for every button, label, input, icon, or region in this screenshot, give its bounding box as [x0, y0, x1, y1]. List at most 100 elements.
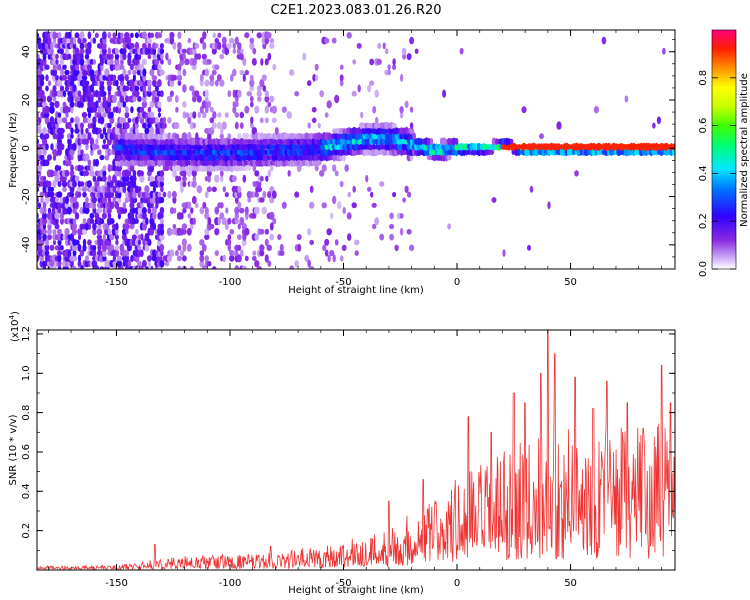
spectrogram-cell — [249, 37, 255, 44]
spectrogram-cell — [262, 153, 267, 162]
spectrogram-cell — [447, 223, 451, 230]
spectrogram-cell — [149, 100, 155, 109]
spectrogram-cell — [444, 142, 449, 151]
colorbar-frame — [711, 29, 737, 270]
spectrogram-cell — [622, 143, 626, 150]
spectrogram-cell — [269, 144, 274, 150]
spectrogram-cell — [80, 122, 84, 129]
spectrogram-cell — [186, 227, 192, 236]
spectrogram-cell — [141, 100, 148, 109]
spectrogram-cell — [194, 42, 200, 49]
spectrogram-cell — [39, 255, 45, 262]
spectrogram-cell — [90, 94, 94, 104]
spectrogram-cell — [124, 249, 130, 257]
spectrogram-cell — [286, 111, 293, 119]
spectrogram-cell — [72, 222, 77, 231]
spectrogram-cell — [317, 142, 321, 151]
spectrogram-cell — [37, 121, 42, 130]
spectrogram-cell — [241, 223, 247, 230]
spectrogram-cell — [241, 238, 247, 247]
spectrogram-cell — [234, 101, 239, 108]
spectrogram-cell — [110, 74, 114, 82]
spectrogram-cell — [352, 59, 357, 65]
spectrogram-cell — [139, 170, 144, 177]
spectrogram-cell — [67, 121, 72, 130]
spectrogram-cell — [372, 223, 377, 230]
spectrogram-cell — [407, 191, 412, 198]
spectrogram-cell — [59, 143, 65, 151]
spectrogram-cell — [134, 239, 139, 246]
spectrogram-cell — [256, 90, 262, 97]
spectrogram-cell — [207, 100, 212, 109]
spectrogram-cell — [171, 190, 177, 199]
spectrogram-cell — [409, 106, 414, 113]
spectrogram-cell — [77, 90, 82, 97]
spectrogram-cell — [57, 63, 62, 71]
spectrogram-cell — [64, 228, 70, 236]
spectrogram-cell — [296, 234, 302, 241]
spectrogram-cell — [152, 185, 156, 193]
spectrogram-cell — [99, 202, 104, 209]
spectrogram-cell — [267, 191, 272, 199]
spectrogram-y-tick-label: 40 — [21, 45, 32, 58]
colorbar-tick-label: 0.8 — [698, 70, 709, 86]
spectrogram-cell — [112, 185, 117, 193]
spectrogram-cell — [267, 52, 272, 61]
spectrogram-cell — [182, 53, 186, 60]
spectrogram-cell — [72, 207, 77, 215]
spectrogram-cell — [191, 180, 197, 188]
spectrogram-cell — [79, 181, 85, 187]
spectrogram-cell — [45, 143, 49, 151]
spectrogram-cell — [102, 91, 107, 97]
spectrogram-cell — [82, 228, 87, 235]
spectrogram-cell — [107, 32, 112, 39]
spectrogram-cell — [149, 175, 155, 182]
spectrogram-cell — [41, 217, 48, 225]
spectrogram-cell — [342, 207, 346, 215]
spectrogram-cell — [629, 149, 634, 156]
spectrogram-cell — [47, 80, 52, 87]
spectrogram-y-tick-label: -20 — [21, 188, 32, 204]
spectrogram-cell — [227, 234, 232, 241]
snr-x-tick-label: -150 — [105, 578, 128, 589]
spectrogram-cell — [151, 255, 158, 262]
spectrogram-cell — [124, 32, 130, 39]
spectrogram-cell — [167, 132, 172, 140]
spectrogram-cell — [262, 190, 267, 199]
spectrogram-cell — [235, 250, 239, 256]
spectrogram-cell — [249, 158, 254, 167]
spectrogram-cell — [234, 95, 239, 103]
spectrogram-cell — [77, 191, 82, 198]
colorbar-axis: 0.0 0.2 0.4 0.6 0.8 — [698, 70, 736, 277]
spectrogram-cell — [654, 142, 659, 151]
spectrogram-cell — [246, 91, 253, 97]
spectrogram-cell — [224, 112, 229, 118]
spectrogram-cell — [102, 74, 107, 81]
spectrogram-cell — [315, 74, 319, 81]
spectrogram-cell — [37, 111, 40, 119]
spectrogram-cell — [334, 170, 339, 177]
spectrogram-cell — [141, 111, 147, 119]
spectrogram-cell — [159, 233, 165, 241]
spectrogram-cell — [64, 169, 70, 177]
spectrogram-cell — [187, 201, 192, 210]
spectrogram-cell — [37, 42, 42, 50]
figure-title: C2E1.2023.083.01.26.R20 — [270, 3, 441, 18]
spectrogram-cell — [237, 244, 242, 251]
spectrogram-cell — [182, 68, 187, 77]
spectrogram-cell — [180, 212, 184, 220]
spectrogram-cell — [72, 84, 77, 93]
spectrogram-cell — [369, 80, 375, 86]
spectrogram-cell — [547, 148, 551, 157]
spectrogram-cell — [212, 266, 217, 269]
spectrogram-cell — [97, 63, 102, 72]
spectrogram-cell — [289, 69, 295, 76]
spectrogram-cell — [44, 112, 50, 118]
spectrogram-cell — [50, 48, 54, 55]
spectrogram-cell — [392, 58, 396, 66]
spectrogram-cell — [40, 196, 44, 204]
spectrogram-cell — [321, 164, 327, 172]
spectrogram-cell — [227, 238, 232, 247]
spectrogram-cell — [104, 144, 109, 150]
